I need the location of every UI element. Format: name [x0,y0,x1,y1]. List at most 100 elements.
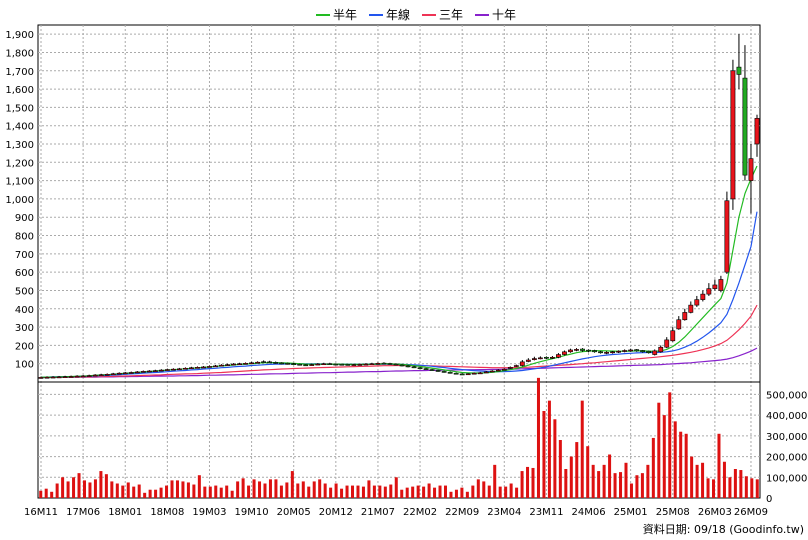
volume-bar [657,402,661,498]
volume-bar [416,485,420,498]
candle-body [116,372,122,375]
volume-bar [629,483,633,498]
candle-body [357,364,363,366]
candle-body [50,376,56,379]
x-tick-label: 16M11 [24,507,58,518]
volume-bar [72,477,76,498]
volume-tick-label: 400,000 [766,411,807,422]
price-tick-label: 1,400 [5,122,34,133]
volume-bar [340,488,344,498]
volume-bar [323,483,327,498]
price-tick-label: 1,800 [5,48,34,59]
x-tick-label: 20M05 [277,507,311,518]
candle-body [399,364,405,367]
candle-body [525,359,531,362]
three-year-ma-line [41,304,758,378]
price-panel-grid [37,24,761,498]
price-tick-label: 100 [15,360,34,371]
volume-bar [351,485,355,498]
candle-body [694,299,700,306]
x-tick-label: 26M03 [698,507,732,518]
volume-bar [50,491,54,498]
volume-bar [433,487,437,498]
candle-body [664,339,670,348]
x-tick-label: 23M04 [487,507,521,518]
candle-body [279,362,285,365]
volume-bar [361,486,365,498]
volume-bar [717,433,721,498]
candle-body [249,362,254,365]
volume-panel-frame [37,381,761,499]
volume-bar [165,485,169,498]
x-tick-label: 23M11 [529,507,563,518]
volume-bar [383,486,387,498]
volume-bar [290,471,294,498]
candle-body [195,367,200,369]
volume-bar [126,482,130,498]
candle-body [622,350,628,352]
candle-body [261,361,267,363]
volume-tick-label: 200,000 [766,453,807,464]
candle-body [724,200,730,273]
volume-bar [82,480,86,498]
price-tick-label: 900 [15,213,34,224]
volume-bar [334,483,338,498]
volume-bar [498,486,502,498]
chart-legend: 半年 年線 三年 十年 [316,6,516,23]
volume-bar [722,461,726,498]
volume-bar [372,485,376,498]
volume-bar [170,480,174,498]
volume-bar [520,471,524,498]
volume-bar [208,486,212,498]
candle-body [459,373,465,376]
candle-body [447,371,453,374]
volume-bar [104,474,108,498]
candle-body [604,352,609,354]
candle-body [646,350,652,354]
ten-year-ma-line [41,347,758,378]
candle-body [477,372,483,375]
volume-bar [279,485,283,498]
volume-bar [673,421,677,498]
price-tick-label: 1,000 [5,195,34,206]
candle-body [183,367,188,370]
volume-bar [728,477,732,498]
volume-bar [329,487,333,498]
candle-body [237,363,242,365]
volume-bar [755,479,759,498]
volume-bar [230,490,234,498]
candle-body [369,363,375,365]
price-tick-label: 1,100 [5,177,34,188]
candle-body [513,365,519,367]
volume-bar [192,484,196,498]
volume-bar [252,479,256,498]
volume-bar [504,486,508,498]
volume-bar [635,475,639,498]
volume-bar [394,477,398,498]
volume-bar [695,464,699,498]
volume-bar [137,484,141,498]
candle-body [140,371,146,373]
volume-bar [389,484,393,498]
volume-bar [482,481,486,498]
candle-body [243,363,248,365]
candle-body [128,372,134,374]
volume-bar [438,485,442,498]
candle-body [730,70,736,200]
volume-bar [268,479,272,498]
volume-bar [225,485,229,498]
volume-bar [214,485,218,498]
candle-body [586,349,591,352]
candle-body [219,364,224,367]
price-panel-frame [37,24,761,383]
candle-body [122,372,128,375]
candle-body [453,372,459,375]
candle-body [688,304,694,313]
price-tick-label: 1,700 [5,67,34,78]
volume-bar [110,481,114,498]
candle-body [213,365,218,368]
candle-body [483,371,489,374]
volume-bar [61,477,65,498]
price-tick-label: 600 [15,268,34,279]
candle-body [92,374,98,377]
